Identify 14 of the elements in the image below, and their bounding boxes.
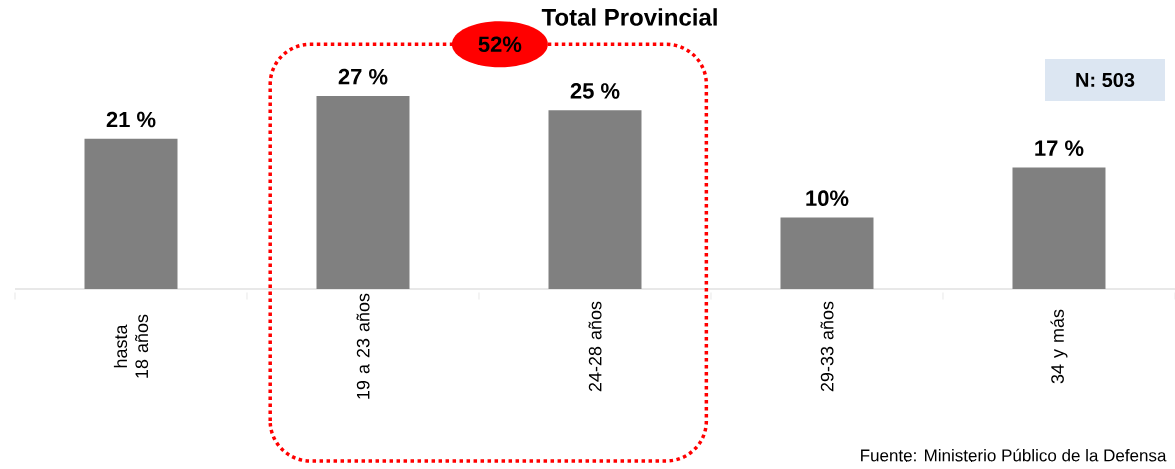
data-label: 17 % [1035, 140, 1084, 156]
x-tick-label: hasta 18 años [113, 314, 149, 378]
text: N: 503 [1076, 72, 1135, 88]
source-note: Fuente: Ministerio Público de la Defensa [861, 448, 1167, 462]
data-label: 27 % [338, 68, 388, 85]
text: 52% [478, 36, 522, 53]
x-tick-label: 24-28 años [588, 301, 602, 392]
data-label: 25 % [570, 83, 620, 99]
data-label: 10% [806, 190, 849, 206]
data-label: 21 % [106, 111, 156, 128]
chart-title: Total Provincial [541, 8, 717, 26]
x-tick-label: 19 a 23 años [356, 293, 370, 399]
x-tick-label: 34 y más [1050, 309, 1068, 384]
x-tick-label: 29-33 años [820, 301, 834, 392]
